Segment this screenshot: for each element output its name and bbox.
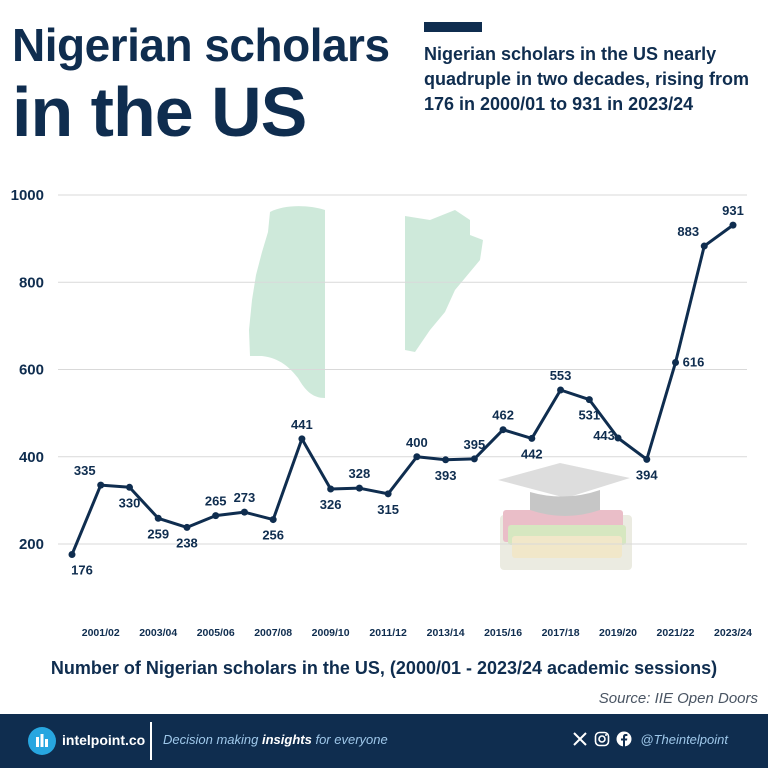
x-tick-label: 2023/24 bbox=[714, 627, 752, 639]
data-point bbox=[327, 485, 335, 493]
data-label: 335 bbox=[74, 463, 96, 478]
data-label: 553 bbox=[550, 368, 572, 383]
data-label: 441 bbox=[291, 417, 313, 432]
data-point bbox=[355, 484, 363, 492]
data-point bbox=[729, 221, 737, 229]
data-label: 443 bbox=[593, 428, 615, 443]
data-label: 238 bbox=[176, 535, 198, 550]
nigeria-map-illustration bbox=[249, 206, 483, 398]
tagline-pre: Decision making bbox=[163, 732, 262, 747]
data-label: 256 bbox=[262, 528, 284, 543]
x-tick-label: 2015/16 bbox=[484, 627, 522, 639]
data-label: 273 bbox=[234, 490, 256, 505]
chart-caption: Number of Nigerian scholars in the US, (… bbox=[50, 658, 718, 678]
data-label: 315 bbox=[377, 502, 399, 517]
brand-link[interactable]: intelpoint.co bbox=[62, 732, 146, 748]
y-tick-label: 200 bbox=[19, 536, 44, 553]
x-tick-label: 2011/12 bbox=[369, 627, 407, 639]
series-line bbox=[70, 223, 734, 556]
title-line-2: in the US bbox=[12, 73, 307, 151]
data-point bbox=[97, 481, 105, 489]
footer-divider bbox=[150, 722, 152, 760]
data-point bbox=[528, 434, 536, 442]
accent-bar bbox=[424, 22, 482, 32]
data-label: 394 bbox=[636, 467, 658, 482]
facebook-icon[interactable] bbox=[616, 731, 632, 747]
data-label: 462 bbox=[492, 408, 514, 423]
data-point bbox=[183, 523, 191, 531]
data-label: 616 bbox=[683, 355, 705, 370]
data-points bbox=[68, 221, 737, 558]
data-point bbox=[614, 434, 622, 442]
data-label: 259 bbox=[147, 526, 169, 541]
data-point bbox=[269, 516, 277, 524]
x-tick-label: 2019/20 bbox=[599, 627, 637, 639]
data-point bbox=[240, 508, 248, 516]
data-point bbox=[557, 386, 565, 394]
instagram-icon[interactable] bbox=[594, 731, 610, 747]
data-point bbox=[212, 512, 220, 520]
data-point bbox=[125, 483, 133, 491]
subtitle: Nigerian scholars in the US nearly quadr… bbox=[424, 44, 750, 114]
data-label: 931 bbox=[722, 203, 744, 218]
data-label: 531 bbox=[578, 408, 600, 423]
data-label: 328 bbox=[349, 466, 371, 481]
data-point bbox=[643, 455, 651, 463]
data-label: 400 bbox=[406, 435, 428, 450]
series-polyline bbox=[70, 223, 734, 556]
data-point bbox=[154, 514, 162, 522]
data-label: 326 bbox=[320, 497, 342, 512]
data-point bbox=[672, 359, 680, 367]
x-tick-label: 2007/08 bbox=[254, 627, 292, 639]
x-tick-label: 2005/06 bbox=[197, 627, 235, 639]
data-point bbox=[298, 435, 306, 443]
y-axis-ticks: 200 400 600 800 1000 bbox=[11, 187, 44, 553]
social-handle[interactable]: @Theintelpoint bbox=[640, 731, 728, 747]
footer-bar: intelpoint.co Decision making insights f… bbox=[0, 714, 768, 768]
y-tick-label: 1000 bbox=[11, 187, 44, 204]
x-tick-label: 2021/22 bbox=[657, 627, 695, 639]
data-labels: 176 335 330 259 238 265 273 256 441 326 328 315 400 3… bbox=[71, 203, 744, 577]
data-point bbox=[499, 426, 507, 434]
intelpoint-logo-icon bbox=[28, 727, 56, 755]
x-axis-ticks: 2001/02 2003/04 2005/06 2007/08 2009/10 2011/… bbox=[82, 627, 752, 639]
x-icon[interactable] bbox=[572, 731, 588, 747]
title-line-1: Nigerian scholars bbox=[12, 19, 390, 71]
data-point bbox=[470, 455, 478, 463]
x-tick-label: 2013/14 bbox=[427, 627, 465, 639]
y-tick-label: 400 bbox=[19, 449, 44, 466]
x-tick-label: 2001/02 bbox=[82, 627, 120, 639]
data-point bbox=[413, 453, 421, 461]
y-tick-label: 800 bbox=[19, 274, 44, 291]
y-tick-label: 600 bbox=[19, 362, 44, 379]
x-tick-label: 2009/10 bbox=[312, 627, 350, 639]
grid-lines bbox=[58, 194, 747, 545]
data-label: 330 bbox=[119, 495, 141, 510]
graduation-books-illustration bbox=[498, 463, 632, 570]
x-tick-label: 2003/04 bbox=[139, 627, 177, 639]
data-label: 265 bbox=[205, 494, 227, 509]
data-point bbox=[384, 490, 392, 498]
data-point bbox=[442, 456, 450, 464]
x-tick-label: 2017/18 bbox=[542, 627, 580, 639]
social-links: @Theintelpoint bbox=[572, 731, 728, 747]
data-label: 395 bbox=[463, 437, 485, 452]
data-point bbox=[68, 550, 76, 558]
tagline-post: for everyone bbox=[311, 732, 388, 747]
data-point bbox=[585, 396, 593, 404]
data-label: 883 bbox=[677, 224, 699, 239]
data-label: 393 bbox=[435, 468, 457, 483]
data-label: 176 bbox=[71, 562, 93, 577]
tagline-bold: insights bbox=[262, 732, 312, 747]
tagline: Decision making insights for everyone bbox=[163, 732, 388, 747]
data-label: 442 bbox=[521, 446, 543, 461]
data-point bbox=[700, 242, 708, 250]
source-note: Source: IIE Open Doors bbox=[598, 690, 758, 707]
